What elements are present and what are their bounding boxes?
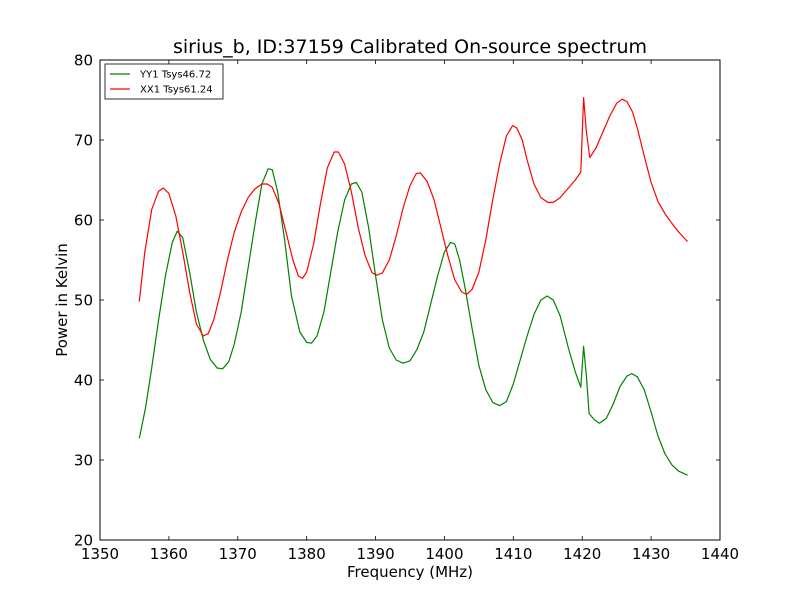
x-tick-label: 1390 — [356, 545, 394, 563]
x-tick-label: 1350 — [81, 545, 119, 563]
legend-label-yy1: YY1 Tsys46.72 — [139, 70, 211, 81]
y-axis-label: Power in Kelvin — [53, 243, 71, 357]
series-line-yy1 — [138, 168, 688, 476]
x-axis-label: Frequency (MHz) — [347, 563, 473, 581]
y-tick-label: 30 — [74, 452, 93, 470]
legend-box — [104, 63, 224, 100]
y-tick-label: 60 — [74, 212, 93, 230]
y-tick-label: 20 — [74, 532, 93, 550]
x-tick-label: 1400 — [425, 545, 463, 563]
x-tick-label: 1440 — [701, 545, 739, 563]
y-tick-label: 80 — [74, 52, 93, 70]
chart-title: sirius_b, ID:37159 Calibrated On-source … — [173, 36, 647, 58]
y-tick-label: 70 — [74, 132, 93, 150]
axis-ticks — [99, 59, 721, 541]
x-tick-label: 1410 — [494, 545, 532, 563]
legend-label-xx1: XX1 Tsys61.24 — [140, 85, 213, 96]
plot-frame — [99, 59, 721, 541]
y-tick-label: 40 — [74, 372, 93, 390]
legend: YY1 Tsys46.72 XX1 Tsys61.24 — [104, 63, 224, 100]
x-tick-label: 1420 — [563, 545, 601, 563]
series-line-xx1 — [138, 96, 689, 337]
axis-tick-labels: 1350 1360 1370 1380 1390 1400 1410 1420 1430 1440… — [74, 52, 739, 564]
series-layer — [138, 96, 689, 476]
y-tick-label: 50 — [74, 292, 93, 310]
x-tick-label: 1370 — [219, 545, 257, 563]
x-tick-label: 1360 — [150, 545, 188, 563]
x-tick-label: 1430 — [632, 545, 670, 563]
x-tick-label: 1380 — [288, 545, 326, 563]
